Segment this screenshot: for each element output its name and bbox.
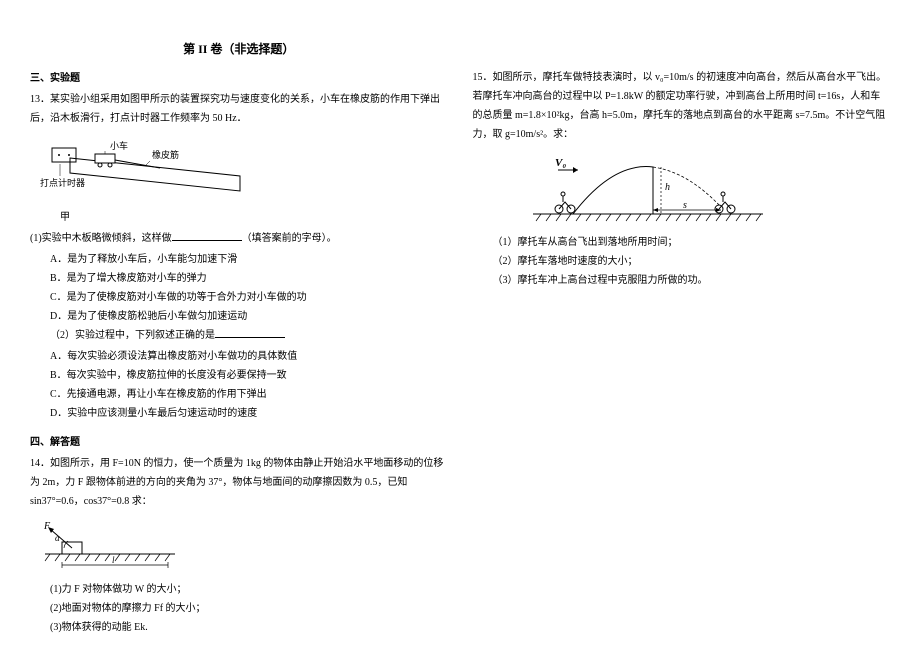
left-column: 第 II 卷（非选择题） 三、实验题 13．某实验小组采用如图甲所示的装置探究功… [30,40,448,611]
q15-sub3: （3）摩托车冲上高台过程中克服阻力所做的功。 [473,271,891,290]
q15-sub2: （2）摩托车落地时速度的大小； [473,252,891,271]
q13-opt1-C: C．是为了使橡皮筋对小车做的功等于合外力对小车做的功 [30,288,448,307]
q13-stem: 13．某实验小组采用如图甲所示的装置探究功与速度变化的关系，小车在橡皮筋的作用下… [30,90,448,128]
q15-stem: 15．如图所示，摩托车做特技表演时，以 v₀=10m/s 的初速度冲向高台，然后… [473,68,891,144]
q13-opt2-A: A．每次实验必须设法算出橡皮筋对小车做功的具体数值 [30,347,448,366]
label-timer: 打点计时器 [40,177,85,188]
q13-stem-text: 13．某实验小组采用如图甲所示的装置探究功与速度变化的关系，小车在橡皮筋的作用下… [30,94,440,124]
q15-sub1: （1）摩托车从高台飞出到落地所用时间； [473,233,891,252]
q13-opt1-D: D．是为了使橡皮筋松驰后小车做匀加速运动 [30,307,448,326]
blank2 [215,328,285,338]
label-F: F [43,521,51,532]
label-s: s [683,200,687,211]
section3-head: 三、实验题 [30,69,448,84]
section4-head: 四、解答题 [30,433,448,448]
right-column: 15．如图所示，摩托车做特技表演时，以 v₀=10m/s 的初速度冲向高台，然后… [473,40,891,611]
q14-sub2: (2)地面对物体的摩擦力 Ff 的大小； [30,599,448,618]
q13-opt2-B: B．每次实验中，橡皮筋拉伸的长度没有必要保持一致 [30,366,448,385]
q14-sub1: (1)力 F 对物体做功 W 的大小； [30,580,448,599]
q13-sub2-text: （2）实验过程中，下列叙述正确的是 [50,330,215,341]
label-alpha: α [55,533,60,543]
label-v0: V₀ [555,157,566,169]
q13-opt1-A: A．是为了释放小车后，小车能匀加速下滑 [30,250,448,269]
label-l: l [112,555,115,565]
q13-figure: 小车 橡皮筋 打点计时器 甲 [40,136,448,223]
q13-opt2-D: D．实验中应该测量小车最后匀速运动时的速度 [30,404,448,423]
label-band: 橡皮筋 [152,149,179,160]
q13-opt2-C: C．先接通电源，再让小车在橡皮筋的作用下弹出 [30,385,448,404]
q14-sub3: (3)物体获得的动能 Ek. [30,618,448,637]
q13-sub1: (1)实验中木板略微倾斜，这样做 （填答案前的字母）。 [30,229,448,248]
q13-sub1-text: (1)实验中木板略微倾斜，这样做 [30,233,172,244]
q14-figure: F α l [40,519,448,574]
q13-sub2: （2）实验过程中，下列叙述正确的是 [30,326,448,345]
q13-opt1-B: B．是为了增大橡皮筋对小车的弹力 [30,269,448,288]
q13-fig-caption: 甲 [40,208,448,223]
label-car: 小车 [110,140,128,151]
q13-sub1-tail: （填答案前的字母）。 [242,233,337,244]
q14-stem: 14．如图所示，用 F=10N 的恒力，使一个质量为 1kg 的物体由静止开始沿… [30,454,448,511]
page-title: 第 II 卷（非选择题） [30,40,448,57]
q15-figure: h s V₀ [533,152,891,227]
blank1 [172,231,242,241]
label-h: h [665,182,670,193]
